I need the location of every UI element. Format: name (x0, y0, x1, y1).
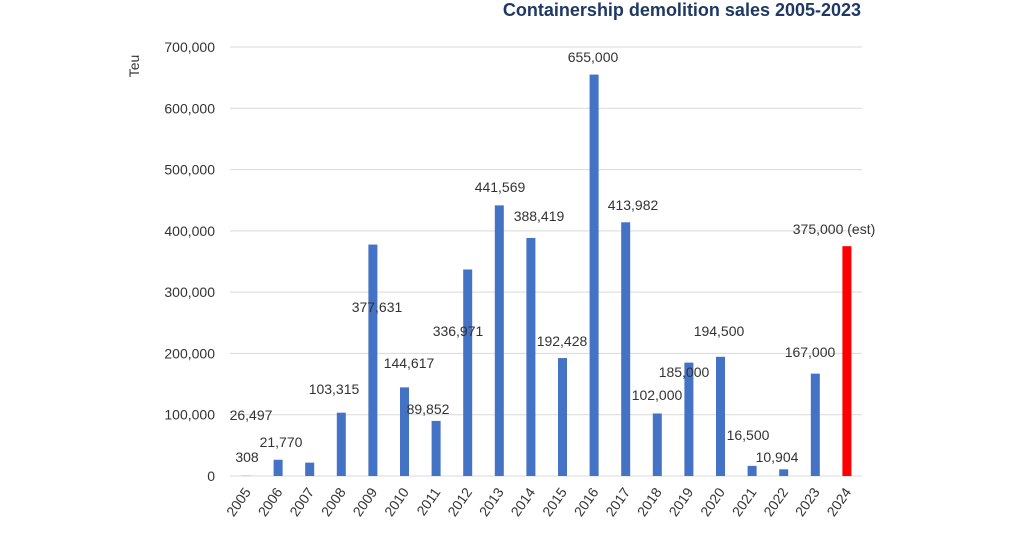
x-tick-label: 2008 (318, 484, 349, 519)
bar-2011 (431, 420, 441, 476)
data-label-2007: 21,770 (260, 434, 303, 450)
data-label-2019: 185,000 (659, 364, 710, 380)
bar-2009 (368, 244, 378, 476)
bar-2021 (747, 465, 757, 476)
y-axis-label: Teu (126, 55, 142, 78)
data-label-2016: 655,000 (568, 49, 619, 65)
data-label-2009: 377,631 (352, 299, 403, 315)
y-tick-label: 300,000 (164, 284, 215, 300)
data-label-2013: 441,569 (475, 179, 526, 195)
x-tick-label: 2020 (697, 484, 728, 519)
data-label-2010: 144,617 (384, 355, 435, 371)
x-tick-label: 2011 (413, 484, 443, 518)
bar-2008 (336, 412, 346, 476)
bar-2020 (716, 356, 725, 476)
bar-2024 (842, 246, 852, 476)
bar-2016 (589, 74, 599, 476)
x-tick-label: 2019 (665, 484, 696, 519)
x-tick-label: 2017 (602, 484, 633, 519)
x-tick-label: 2013 (476, 484, 507, 519)
bar-2010 (400, 387, 409, 476)
bar-2014 (526, 237, 536, 476)
data-label-2006: 26,497 (230, 407, 273, 423)
x-tick-label: 2022 (760, 484, 791, 519)
data-label-2021: 16,500 (727, 427, 770, 443)
x-tick-label: 2023 (792, 484, 823, 519)
bar-2019 (684, 362, 694, 476)
x-tick-label: 2010 (381, 484, 412, 519)
bar-2007 (305, 462, 315, 476)
data-label-2018: 102,000 (632, 387, 683, 403)
y-tick-label: 700,000 (164, 39, 215, 55)
data-label-2011: 89,852 (407, 401, 450, 417)
y-tick-label: 0 (207, 468, 215, 484)
data-label-2017: 413,982 (608, 197, 659, 213)
x-tick-label: 2014 (507, 484, 538, 519)
bar-2013 (494, 205, 504, 476)
bar-2006 (273, 459, 283, 476)
bar-2017 (621, 222, 631, 476)
x-tick-label: 2018 (634, 484, 665, 519)
data-label-2012: 336,971 (433, 323, 484, 339)
x-tick-label: 2024 (823, 484, 854, 519)
x-tick-label: 2016 (571, 484, 602, 519)
bar-2018 (652, 413, 662, 476)
x-tick-label: 2021 (729, 484, 760, 519)
x-tick-label: 2007 (286, 484, 317, 519)
bar-2022 (779, 469, 789, 476)
data-label-2015: 192,428 (537, 333, 588, 349)
y-tick-label: 500,000 (164, 162, 215, 178)
y-tick-label: 100,000 (164, 407, 215, 423)
chart-title: Containership demolition sales 2005-2023 (503, 0, 861, 20)
bar-2012 (463, 269, 473, 476)
data-label-2022: 10,904 (756, 449, 799, 465)
data-label-2008: 103,315 (309, 381, 360, 397)
x-tick-label: 2012 (444, 484, 475, 519)
bar-2015 (558, 358, 567, 476)
data-label-2014: 388,419 (514, 208, 565, 224)
y-tick-label: 600,000 (164, 100, 215, 116)
data-label-2024: 375,000 (est) (793, 221, 876, 237)
x-tick-label: 2015 (539, 484, 570, 519)
x-tick-label: 2009 (349, 484, 380, 519)
data-label-2023: 167,000 (785, 344, 836, 360)
bar-2023 (810, 373, 820, 476)
data-label-2005: 308 (235, 449, 259, 465)
y-tick-label: 400,000 (164, 223, 215, 239)
y-tick-label: 200,000 (164, 345, 215, 361)
x-tick-label: 2006 (255, 484, 286, 519)
data-label-2020: 194,500 (694, 323, 745, 339)
x-tick-label: 2005 (223, 484, 254, 519)
